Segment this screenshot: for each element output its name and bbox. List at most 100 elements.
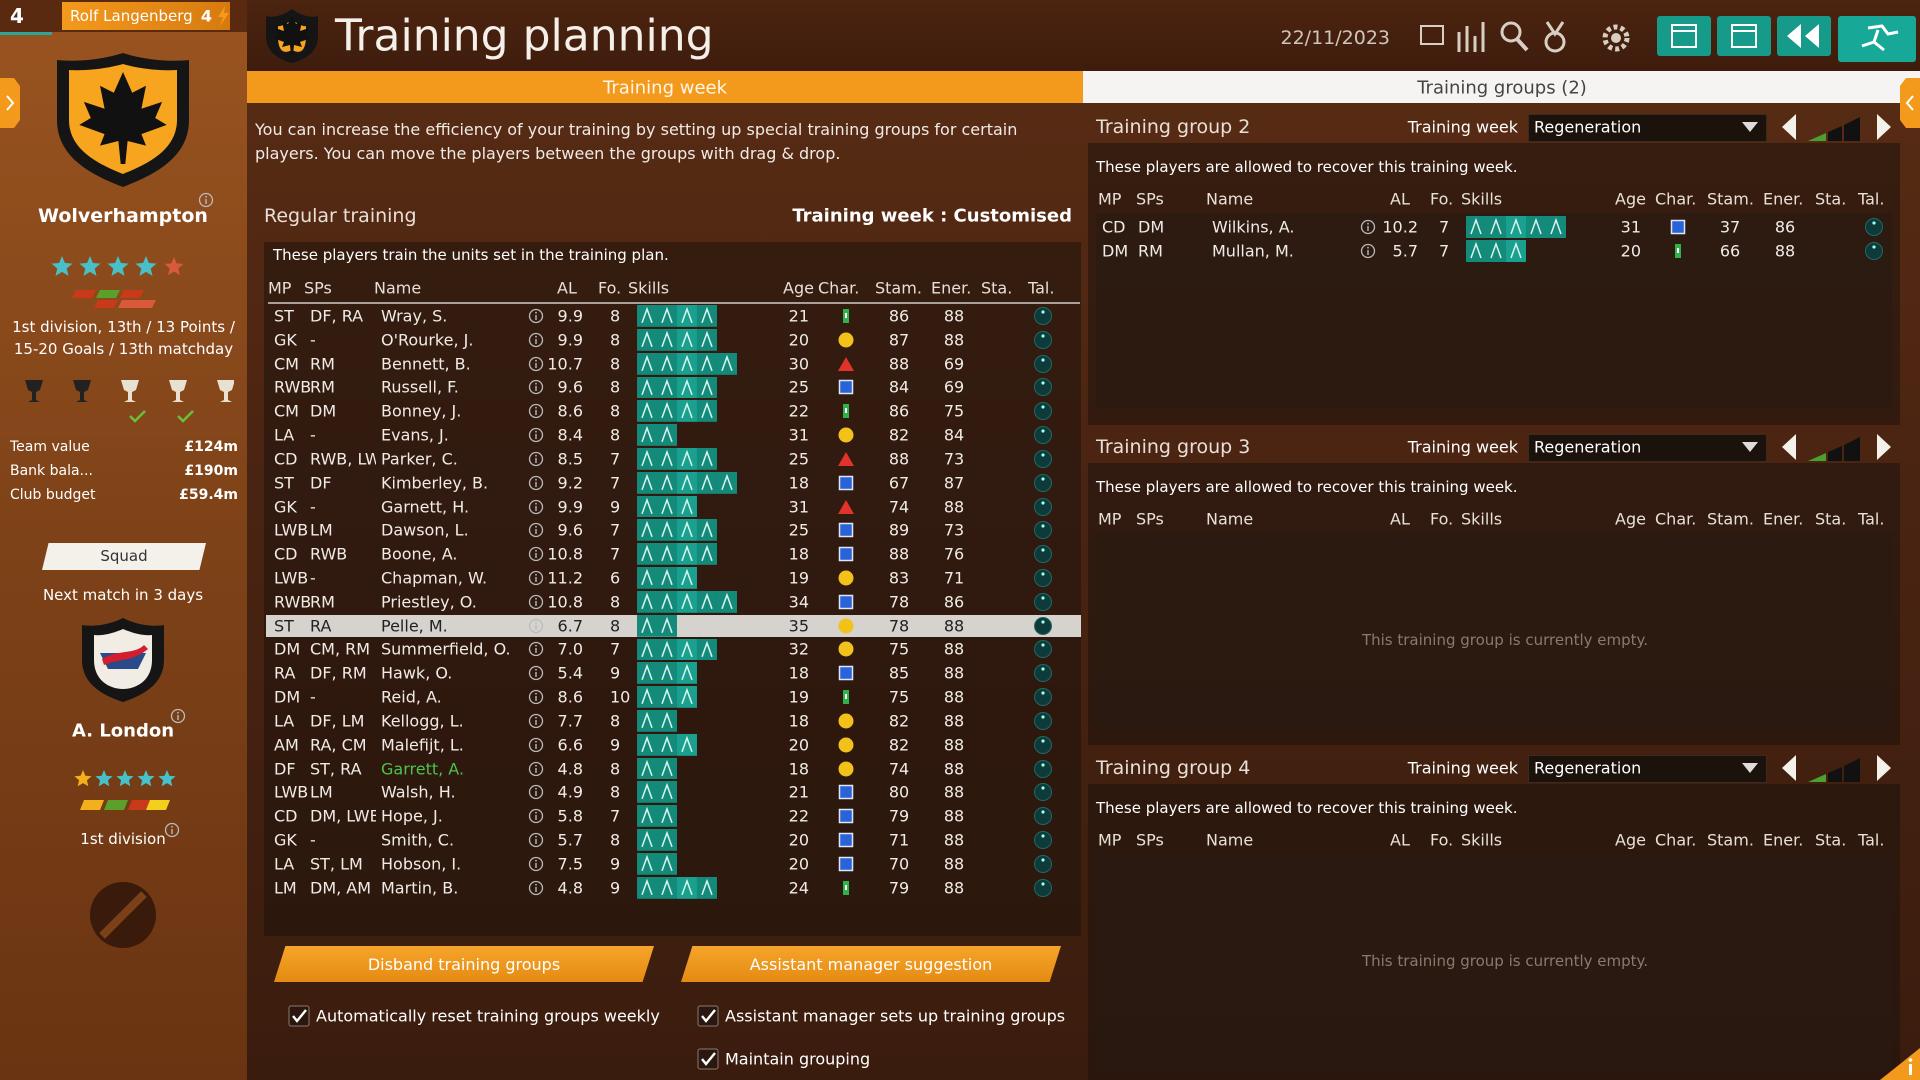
info-icon[interactable] xyxy=(528,475,544,491)
checkbox-label[interactable]: Automatically reset training groups week… xyxy=(316,1006,660,1026)
group-mode[interactable]: Regeneration xyxy=(1534,758,1642,778)
info-icon[interactable] xyxy=(528,880,544,896)
dropdown-arrow[interactable] xyxy=(1742,442,1758,452)
dropdown-bg[interactable] xyxy=(1528,434,1767,462)
cell-name[interactable]: Bonney, J. xyxy=(381,401,462,421)
cell-name[interactable]: Reid, A. xyxy=(381,687,442,707)
cell-name[interactable]: Garnett, H. xyxy=(381,497,470,517)
cell-name[interactable]: Russell, F. xyxy=(381,377,459,397)
prev-arrow[interactable] xyxy=(1780,755,1798,781)
info-icon[interactable] xyxy=(528,713,544,729)
tab[interactable]: Training week xyxy=(602,77,728,99)
info-icon[interactable] xyxy=(528,761,544,777)
tab-bg[interactable] xyxy=(1083,71,1920,103)
cell-name[interactable]: Pelle, M. xyxy=(381,616,448,636)
finance-label: Team value xyxy=(10,439,90,455)
info-icon[interactable] xyxy=(528,308,544,324)
info-icon[interactable] xyxy=(528,641,544,657)
next-arrow[interactable] xyxy=(1875,755,1893,781)
info-icon[interactable] xyxy=(528,689,544,705)
cell-name[interactable]: Hawk, O. xyxy=(381,663,453,683)
cell-name[interactable]: Wilkins, A. xyxy=(1212,217,1295,237)
toolbar-icons[interactable] xyxy=(1415,18,1595,58)
info-icon[interactable] xyxy=(164,822,180,838)
info-icon[interactable] xyxy=(528,618,544,634)
cell-name[interactable]: Parker, C. xyxy=(381,449,458,469)
cell-name[interactable]: Malefijt, L. xyxy=(381,735,464,755)
info-icon[interactable] xyxy=(528,356,544,372)
dropdown-arrow[interactable] xyxy=(1742,763,1758,773)
dropdown-arrow[interactable] xyxy=(1742,122,1758,132)
squad-button-bg[interactable] xyxy=(42,543,206,570)
character-icon xyxy=(838,451,854,466)
info-icon[interactable] xyxy=(528,379,544,395)
cell-name[interactable]: Chapman, W. xyxy=(381,568,488,588)
checkbox[interactable] xyxy=(288,1005,310,1027)
cell-name[interactable]: Bennett, B. xyxy=(381,354,471,374)
info-icon[interactable] xyxy=(528,522,544,538)
info-icon[interactable] xyxy=(528,832,544,848)
cell-al: 10.7 xyxy=(547,354,583,374)
cell-name[interactable]: Priestley, O. xyxy=(381,592,477,612)
info-icon[interactable] xyxy=(528,570,544,586)
squad-button[interactable]: Squad xyxy=(100,547,148,565)
info-icon[interactable] xyxy=(528,427,544,443)
cell-name[interactable]: Kellogg, L. xyxy=(381,711,464,731)
prev-arrow[interactable] xyxy=(1780,434,1798,460)
settings-icon[interactable] xyxy=(1600,22,1632,54)
checkbox-label[interactable]: Assistant manager sets up training group… xyxy=(725,1006,1066,1026)
tab[interactable]: Training groups (2) xyxy=(1417,77,1587,99)
checkbox-label[interactable]: Maintain grouping xyxy=(725,1049,871,1069)
help-corner[interactable] xyxy=(1880,1048,1920,1080)
right-expand[interactable] xyxy=(1900,78,1920,128)
toolbar-button[interactable] xyxy=(1838,16,1916,62)
cell-name[interactable]: Martin, B. xyxy=(381,878,459,898)
info-icon[interactable] xyxy=(528,856,544,872)
next-arrow[interactable] xyxy=(1875,114,1893,140)
column-header: MP xyxy=(268,278,292,298)
info-icon[interactable] xyxy=(528,332,544,348)
tab-active-bg[interactable] xyxy=(247,71,1083,103)
info-icon[interactable] xyxy=(528,808,544,824)
action-button[interactable]: Assistant manager suggestion xyxy=(681,946,1061,982)
cell-name[interactable]: Wray, S. xyxy=(381,306,448,326)
cell-name[interactable]: Dawson, L. xyxy=(381,520,469,540)
cell-name[interactable]: Boone, A. xyxy=(381,544,458,564)
cell-name[interactable]: O'Rourke, J. xyxy=(381,330,474,350)
action-button[interactable]: Disband training groups xyxy=(274,946,654,982)
checkbox[interactable] xyxy=(697,1005,719,1027)
info-icon[interactable] xyxy=(528,784,544,800)
info-icon[interactable] xyxy=(528,665,544,681)
cell-name[interactable]: Garrett, A. xyxy=(381,759,465,779)
next-arrow[interactable] xyxy=(1875,434,1893,460)
info-icon[interactable] xyxy=(1360,243,1376,259)
side-expand[interactable] xyxy=(0,78,20,128)
info-icon[interactable] xyxy=(170,708,186,724)
group-mode[interactable]: Regeneration xyxy=(1534,117,1642,137)
dropdown-bg[interactable] xyxy=(1528,755,1767,783)
toolbar-button[interactable] xyxy=(1657,16,1711,56)
info-icon[interactable] xyxy=(528,403,544,419)
checkbox[interactable] xyxy=(697,1048,719,1070)
cell-name[interactable]: Evans, J. xyxy=(381,425,449,445)
info-icon[interactable] xyxy=(528,546,544,562)
info-icon[interactable] xyxy=(198,192,214,208)
info-icon[interactable] xyxy=(528,451,544,467)
dropdown-bg[interactable] xyxy=(1528,114,1767,142)
cell-name[interactable]: Hobson, I. xyxy=(381,854,462,874)
cell-name[interactable]: Smith, C. xyxy=(381,830,455,850)
info-icon[interactable] xyxy=(1360,219,1376,235)
toolbar-button[interactable] xyxy=(1717,16,1771,56)
info-icon[interactable] xyxy=(528,737,544,753)
prev-arrow[interactable] xyxy=(1780,114,1798,140)
info-icon[interactable] xyxy=(528,499,544,515)
cell-name[interactable]: Hope, J. xyxy=(381,806,443,826)
cell-name[interactable]: Mullan, M. xyxy=(1212,241,1294,261)
cell-name[interactable]: Walsh, H. xyxy=(381,782,456,802)
column-header: Ener. xyxy=(1763,189,1804,209)
cell-name[interactable]: Summerfield, O. xyxy=(381,639,511,659)
cell-name[interactable]: Kimberley, B. xyxy=(381,473,489,493)
info-icon[interactable] xyxy=(528,594,544,610)
toolbar-button[interactable] xyxy=(1777,16,1831,56)
group-mode[interactable]: Regeneration xyxy=(1534,437,1642,457)
